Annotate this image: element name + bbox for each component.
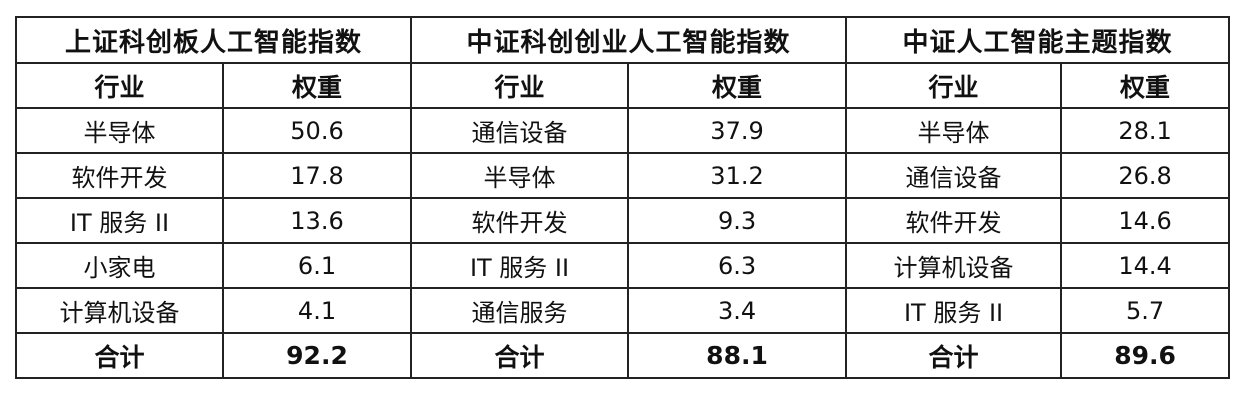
column-header-industry: 行业 — [410, 62, 630, 109]
title-row: 上证科创板人工智能指数 中证科创创业人工智能指数 中证人工智能主题指数 — [14, 16, 1231, 64]
industry-cell: 通信服务 — [410, 287, 630, 334]
industry-cell: 半导体 — [410, 152, 630, 199]
industry-cell: IT 服务 II — [15, 197, 224, 244]
industry-cell: 软件开发 — [410, 197, 630, 244]
industry-cell: 半导体 — [15, 107, 224, 154]
group-title: 中证人工智能主题指数 — [845, 16, 1231, 64]
total-value: 92.2 — [221, 332, 413, 379]
weight-cell: 14.4 — [1060, 242, 1231, 289]
group-title: 中证科创创业人工智能指数 — [410, 16, 848, 64]
total-value: 88.1 — [627, 332, 848, 379]
weight-cell: 26.8 — [1060, 152, 1231, 199]
table-row: 计算机设备 4.1 通信服务 3.4 IT 服务 II 5.7 — [15, 287, 1231, 334]
weight-cell: 31.2 — [627, 152, 848, 199]
total-value: 89.6 — [1060, 332, 1231, 379]
industry-cell: 通信设备 — [845, 152, 1063, 199]
industry-cell: 通信设备 — [410, 107, 630, 154]
column-header-weight: 权重 — [1060, 62, 1231, 109]
industry-cell: 小家电 — [15, 242, 224, 289]
table-row: 软件开发 17.8 半导体 31.2 通信设备 26.8 — [15, 152, 1231, 199]
index-weights-table: 上证科创板人工智能指数 中证科创创业人工智能指数 中证人工智能主题指数 行业 权… — [14, 16, 1231, 379]
weight-cell: 14.6 — [1060, 197, 1231, 244]
weight-cell: 6.1 — [221, 242, 413, 289]
column-header-weight: 权重 — [627, 62, 848, 109]
total-row: 合计 92.2 合计 88.1 合计 89.6 — [15, 332, 1231, 379]
weight-cell: 28.1 — [1060, 107, 1231, 154]
weight-cell: 50.6 — [221, 107, 413, 154]
table-row: 半导体 50.6 通信设备 37.9 半导体 28.1 — [15, 107, 1231, 154]
total-label: 合计 — [15, 332, 224, 379]
weight-cell: 37.9 — [627, 107, 848, 154]
weight-cell: 9.3 — [627, 197, 848, 244]
weight-cell: 3.4 — [627, 287, 848, 334]
weight-cell: 4.1 — [221, 287, 413, 334]
total-label: 合计 — [845, 332, 1063, 379]
group-title: 上证科创板人工智能指数 — [14, 16, 413, 64]
column-header-industry: 行业 — [15, 62, 224, 109]
weight-cell: 17.8 — [221, 152, 413, 199]
table-row: 小家电 6.1 IT 服务 II 6.3 计算机设备 14.4 — [15, 242, 1231, 289]
total-label: 合计 — [410, 332, 630, 379]
column-header-weight: 权重 — [221, 62, 413, 109]
industry-cell: 计算机设备 — [15, 287, 224, 334]
table-row: IT 服务 II 13.6 软件开发 9.3 软件开发 14.6 — [15, 197, 1231, 244]
industry-cell: 软件开发 — [845, 197, 1063, 244]
industry-cell: 软件开发 — [15, 152, 224, 199]
column-header-industry: 行业 — [845, 62, 1063, 109]
weight-cell: 13.6 — [221, 197, 413, 244]
weight-cell: 6.3 — [627, 242, 848, 289]
industry-cell: 计算机设备 — [845, 242, 1063, 289]
industry-cell: IT 服务 II — [845, 287, 1063, 334]
industry-cell: IT 服务 II — [410, 242, 630, 289]
header-row: 行业 权重 行业 权重 行业 权重 — [15, 62, 1231, 109]
industry-cell: 半导体 — [845, 107, 1063, 154]
weight-cell: 5.7 — [1060, 287, 1231, 334]
